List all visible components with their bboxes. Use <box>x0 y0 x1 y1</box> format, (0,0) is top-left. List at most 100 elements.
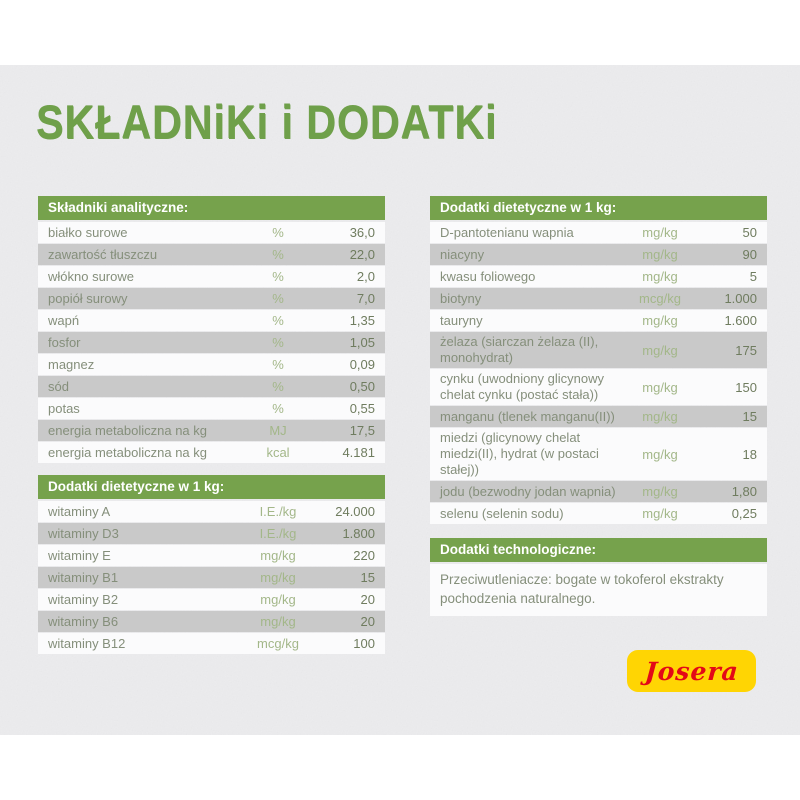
row-label: D-pantotenianu wapnia <box>440 224 574 240</box>
row-label: energia metaboliczna na kg <box>48 422 207 438</box>
row-label: żelaza (siarczan żelaza (II), monohydrat… <box>440 334 599 365</box>
row-value: 220 <box>353 548 375 563</box>
dietary-minerals-table: Dodatki dietetyczne w 1 kg: D-pantotenia… <box>430 196 767 524</box>
dietary-vitamins-table: Dodatki dietetyczne w 1 kg: witaminy A I.… <box>38 475 385 654</box>
table-row: żelaza (siarczan żelaza (II), monohydrat… <box>430 332 767 368</box>
row-unit: kcal <box>266 445 290 460</box>
dietary-minerals-table-rows: D-pantotenianu wapnia mg/kg 50 niacyny mg/kg… <box>430 222 767 524</box>
row-label: włókno surowe <box>48 268 134 284</box>
row-value: 2,0 <box>356 269 375 284</box>
row-unit: mg/kg <box>642 506 678 521</box>
josera-logo: Josera <box>627 650 756 692</box>
row-value: 50 <box>742 225 757 240</box>
row-label: kwasu foliowego <box>440 268 536 284</box>
analytical-table-header: Składniki analityczne: <box>38 196 385 220</box>
table-row: witaminy B6 mg/kg 20 <box>38 611 385 632</box>
table-row: wapń% 1,35 <box>38 310 385 331</box>
row-value: 22,0 <box>349 247 375 262</box>
table-row: jodu (bezwodny jodan wapnia) mg/kg 1,80 <box>430 481 767 502</box>
row-value: 1,35 <box>349 313 375 328</box>
row-value: 17,5 <box>349 423 375 438</box>
row-label: magnez <box>48 356 95 372</box>
table-row: witaminy B2 mg/kg 20 <box>38 589 385 610</box>
table-row: energia metaboliczna na kg kcal 4.181 <box>38 442 385 463</box>
analytical-table: Składniki analityczne: białko surowe% 36,… <box>38 196 385 463</box>
row-label: witaminy B6 <box>48 613 119 629</box>
row-label: witaminy B2 <box>48 591 119 607</box>
right-column: Dodatki dietetyczne w 1 kg: D-pantotenia… <box>430 196 767 616</box>
row-unit: mg/kg <box>260 548 296 563</box>
table-row: biotyny mcg/kg 1.000 <box>430 288 767 309</box>
row-value: 175 <box>735 342 757 358</box>
table-row: cynku (uwodniony glicynowy chelat cynku … <box>430 369 767 405</box>
row-unit: mg/kg <box>642 409 678 424</box>
row-value: 4.181 <box>342 445 375 460</box>
row-label: manganu (tlenek manganu(II)) <box>440 408 615 424</box>
row-label: energia metaboliczna na kg <box>48 444 207 460</box>
analytical-table-rows: białko surowe% 36,0 zawartość tłuszczu% 22,… <box>38 222 385 463</box>
row-unit: % <box>272 291 284 306</box>
dietary-vitamins-table-rows: witaminy A I.E./kg 24.000 witaminy D3 I.E./k… <box>38 501 385 654</box>
row-unit: mcg/kg <box>257 636 299 651</box>
left-column: Składniki analityczne: białko surowe% 36,… <box>38 196 385 666</box>
row-unit: mg/kg <box>642 225 678 240</box>
row-label: witaminy B1 <box>48 569 119 585</box>
technological-additives-text: Przeciwutleniacze: bogate w tokoferol ek… <box>430 564 767 616</box>
row-unit: % <box>272 225 284 240</box>
row-unit: mg/kg <box>260 592 296 607</box>
table-row: sód% 0,50 <box>38 376 385 397</box>
row-unit: mg/kg <box>642 269 678 284</box>
table-row: miedzi (glicynowy chelat miedzi(II), hyd… <box>430 428 767 480</box>
table-row: potas% 0,55 <box>38 398 385 419</box>
table-row: magnez% 0,09 <box>38 354 385 375</box>
row-unit: mg/kg <box>260 570 296 585</box>
technological-additives-block: Dodatki technologiczne: Przeciwutleniacz… <box>430 538 767 616</box>
row-label: biotyny <box>440 290 482 306</box>
row-unit: I.E./kg <box>259 504 297 519</box>
row-value: 1.600 <box>724 313 757 328</box>
row-value: 0,25 <box>731 506 757 521</box>
row-value: 15 <box>742 409 757 424</box>
row-unit: mg/kg <box>642 379 678 395</box>
row-label: witaminy E <box>48 547 111 563</box>
row-value: 5 <box>749 269 757 284</box>
table-row: witaminy B1 mg/kg 15 <box>38 567 385 588</box>
row-label: białko surowe <box>48 224 128 240</box>
dietary-vitamins-table-header: Dodatki dietetyczne w 1 kg: <box>38 475 385 499</box>
row-label: fosfor <box>48 334 81 350</box>
table-row: zawartość tłuszczu% 22,0 <box>38 244 385 265</box>
table-row: fosfor% 1,05 <box>38 332 385 353</box>
row-value: 24.000 <box>335 504 375 519</box>
row-unit: % <box>272 401 284 416</box>
row-label: jodu (bezwodny jodan wapnia) <box>440 483 616 499</box>
row-value: 100 <box>353 636 375 651</box>
row-unit: mg/kg <box>642 313 678 328</box>
table-row: manganu (tlenek manganu(II)) mg/kg 15 <box>430 406 767 427</box>
row-unit: mg/kg <box>642 247 678 262</box>
table-row: niacyny mg/kg 90 <box>430 244 767 265</box>
row-value: 20 <box>360 614 375 629</box>
row-unit: % <box>272 313 284 328</box>
row-unit: mcg/kg <box>639 291 681 306</box>
row-label: witaminy B12 <box>48 635 126 651</box>
row-value: 0,50 <box>349 379 375 394</box>
josera-logo-text: Josera <box>643 656 740 686</box>
row-value: 1,05 <box>349 335 375 350</box>
row-value: 20 <box>360 592 375 607</box>
row-value: 1.000 <box>724 291 757 306</box>
row-unit: I.E./kg <box>259 526 297 541</box>
row-unit: mg/kg <box>642 446 678 462</box>
row-label: popiół surowy <box>48 290 128 306</box>
row-value: 90 <box>742 247 757 262</box>
row-value: 1,80 <box>731 484 757 499</box>
table-row: energia metaboliczna na kg MJ 17,5 <box>38 420 385 441</box>
row-unit: % <box>272 357 284 372</box>
row-label: wapń <box>48 312 80 328</box>
table-row: tauryny mg/kg 1.600 <box>430 310 767 331</box>
table-row: białko surowe% 36,0 <box>38 222 385 243</box>
dietary-minerals-table-header: Dodatki dietetyczne w 1 kg: <box>430 196 767 220</box>
row-label: miedzi (glicynowy chelat miedzi(II), hyd… <box>440 430 599 477</box>
row-label: witaminy A <box>48 503 111 519</box>
row-value: 7,0 <box>356 291 375 306</box>
paper-background: SKŁADNiKi i DODATKi Składniki analityczn… <box>0 65 800 735</box>
